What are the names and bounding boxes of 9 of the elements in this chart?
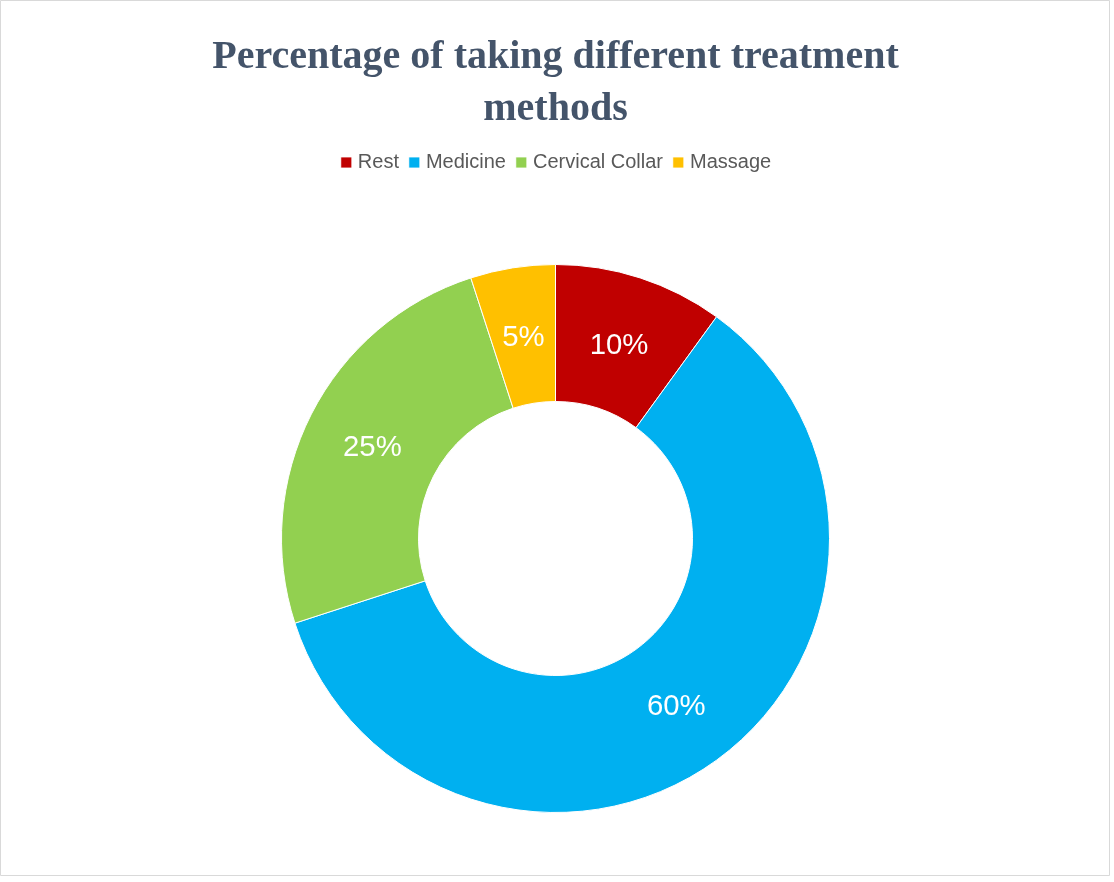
data-label: 25% (343, 428, 402, 462)
legend-label: Massage (690, 150, 772, 173)
legend-label: Rest (357, 150, 399, 173)
legend-label: Medicine (425, 150, 506, 173)
chart-title: Percentage of taking different treatment methods (212, 32, 900, 129)
data-label: 5% (502, 319, 545, 353)
data-label: 60% (646, 688, 706, 722)
legend-label: Cervical Collar (532, 150, 664, 173)
data-label: 10% (589, 326, 649, 360)
